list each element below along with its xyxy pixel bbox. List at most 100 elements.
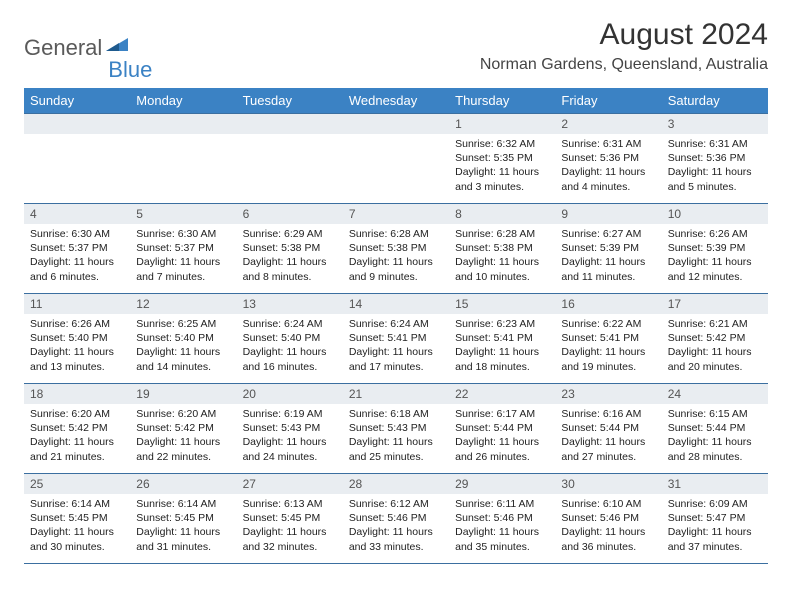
- day-number: 4: [24, 204, 130, 224]
- day-number: 6: [237, 204, 343, 224]
- day-number: 2: [555, 114, 661, 134]
- day-cell: 17Sunrise: 6:21 AMSunset: 5:42 PMDayligh…: [662, 294, 768, 384]
- day-details: Sunrise: 6:13 AMSunset: 5:45 PMDaylight:…: [237, 494, 343, 558]
- day-number: 18: [24, 384, 130, 404]
- day-cell: 12Sunrise: 6:25 AMSunset: 5:40 PMDayligh…: [130, 294, 236, 384]
- dayhead-saturday: Saturday: [662, 88, 768, 114]
- day-details: Sunrise: 6:20 AMSunset: 5:42 PMDaylight:…: [24, 404, 130, 468]
- day-cell: 11Sunrise: 6:26 AMSunset: 5:40 PMDayligh…: [24, 294, 130, 384]
- day-number: [130, 114, 236, 134]
- day-cell: 2Sunrise: 6:31 AMSunset: 5:36 PMDaylight…: [555, 114, 661, 204]
- day-cell: [24, 114, 130, 204]
- day-details: Sunrise: 6:26 AMSunset: 5:39 PMDaylight:…: [662, 224, 768, 288]
- day-details: Sunrise: 6:23 AMSunset: 5:41 PMDaylight:…: [449, 314, 555, 378]
- day-number: 17: [662, 294, 768, 314]
- day-details: Sunrise: 6:31 AMSunset: 5:36 PMDaylight:…: [555, 134, 661, 198]
- day-details: Sunrise: 6:30 AMSunset: 5:37 PMDaylight:…: [130, 224, 236, 288]
- day-number: 7: [343, 204, 449, 224]
- title-block: August 2024 Norman Gardens, Queensland, …: [480, 18, 768, 74]
- day-cell: 23Sunrise: 6:16 AMSunset: 5:44 PMDayligh…: [555, 384, 661, 474]
- day-details: Sunrise: 6:25 AMSunset: 5:40 PMDaylight:…: [130, 314, 236, 378]
- logo-text-blue: Blue: [108, 57, 152, 83]
- day-cell: [237, 114, 343, 204]
- dayhead-wednesday: Wednesday: [343, 88, 449, 114]
- day-number: 26: [130, 474, 236, 494]
- day-cell: 25Sunrise: 6:14 AMSunset: 5:45 PMDayligh…: [24, 474, 130, 564]
- day-details: Sunrise: 6:21 AMSunset: 5:42 PMDaylight:…: [662, 314, 768, 378]
- dayhead-friday: Friday: [555, 88, 661, 114]
- month-title: August 2024: [480, 18, 768, 52]
- week-row: 1Sunrise: 6:32 AMSunset: 5:35 PMDaylight…: [24, 114, 768, 204]
- day-number: 11: [24, 294, 130, 314]
- day-cell: 7Sunrise: 6:28 AMSunset: 5:38 PMDaylight…: [343, 204, 449, 294]
- location: Norman Gardens, Queensland, Australia: [480, 56, 768, 74]
- day-details: Sunrise: 6:26 AMSunset: 5:40 PMDaylight:…: [24, 314, 130, 378]
- day-cell: [343, 114, 449, 204]
- week-row: 18Sunrise: 6:20 AMSunset: 5:42 PMDayligh…: [24, 384, 768, 474]
- day-details: Sunrise: 6:14 AMSunset: 5:45 PMDaylight:…: [24, 494, 130, 558]
- header: General Blue August 2024 Norman Gardens,…: [24, 18, 768, 74]
- day-details: Sunrise: 6:17 AMSunset: 5:44 PMDaylight:…: [449, 404, 555, 468]
- week-row: 25Sunrise: 6:14 AMSunset: 5:45 PMDayligh…: [24, 474, 768, 564]
- day-cell: 29Sunrise: 6:11 AMSunset: 5:46 PMDayligh…: [449, 474, 555, 564]
- calendar-table: Sunday Monday Tuesday Wednesday Thursday…: [24, 88, 768, 564]
- day-number: 8: [449, 204, 555, 224]
- day-number: 24: [662, 384, 768, 404]
- day-cell: 28Sunrise: 6:12 AMSunset: 5:46 PMDayligh…: [343, 474, 449, 564]
- day-cell: 26Sunrise: 6:14 AMSunset: 5:45 PMDayligh…: [130, 474, 236, 564]
- day-number: 14: [343, 294, 449, 314]
- day-number: 5: [130, 204, 236, 224]
- day-cell: 24Sunrise: 6:15 AMSunset: 5:44 PMDayligh…: [662, 384, 768, 474]
- day-number: 28: [343, 474, 449, 494]
- day-number: 16: [555, 294, 661, 314]
- day-number: 23: [555, 384, 661, 404]
- day-cell: 20Sunrise: 6:19 AMSunset: 5:43 PMDayligh…: [237, 384, 343, 474]
- day-cell: 21Sunrise: 6:18 AMSunset: 5:43 PMDayligh…: [343, 384, 449, 474]
- day-number: [343, 114, 449, 134]
- day-cell: 5Sunrise: 6:30 AMSunset: 5:37 PMDaylight…: [130, 204, 236, 294]
- day-cell: 15Sunrise: 6:23 AMSunset: 5:41 PMDayligh…: [449, 294, 555, 384]
- day-number: 20: [237, 384, 343, 404]
- day-details: Sunrise: 6:30 AMSunset: 5:37 PMDaylight:…: [24, 224, 130, 288]
- day-cell: 19Sunrise: 6:20 AMSunset: 5:42 PMDayligh…: [130, 384, 236, 474]
- day-cell: 14Sunrise: 6:24 AMSunset: 5:41 PMDayligh…: [343, 294, 449, 384]
- day-details: Sunrise: 6:20 AMSunset: 5:42 PMDaylight:…: [130, 404, 236, 468]
- week-row: 11Sunrise: 6:26 AMSunset: 5:40 PMDayligh…: [24, 294, 768, 384]
- day-number: 22: [449, 384, 555, 404]
- day-number: [24, 114, 130, 134]
- day-details: Sunrise: 6:28 AMSunset: 5:38 PMDaylight:…: [449, 224, 555, 288]
- dayhead-monday: Monday: [130, 88, 236, 114]
- day-number: 3: [662, 114, 768, 134]
- day-cell: 27Sunrise: 6:13 AMSunset: 5:45 PMDayligh…: [237, 474, 343, 564]
- day-details: Sunrise: 6:29 AMSunset: 5:38 PMDaylight:…: [237, 224, 343, 288]
- day-details: Sunrise: 6:10 AMSunset: 5:46 PMDaylight:…: [555, 494, 661, 558]
- day-number: 25: [24, 474, 130, 494]
- day-details: Sunrise: 6:18 AMSunset: 5:43 PMDaylight:…: [343, 404, 449, 468]
- day-details: Sunrise: 6:31 AMSunset: 5:36 PMDaylight:…: [662, 134, 768, 198]
- day-details: Sunrise: 6:14 AMSunset: 5:45 PMDaylight:…: [130, 494, 236, 558]
- day-details: Sunrise: 6:12 AMSunset: 5:46 PMDaylight:…: [343, 494, 449, 558]
- day-cell: 4Sunrise: 6:30 AMSunset: 5:37 PMDaylight…: [24, 204, 130, 294]
- day-number: 9: [555, 204, 661, 224]
- day-cell: 10Sunrise: 6:26 AMSunset: 5:39 PMDayligh…: [662, 204, 768, 294]
- dayhead-tuesday: Tuesday: [237, 88, 343, 114]
- day-number: 30: [555, 474, 661, 494]
- day-cell: 8Sunrise: 6:28 AMSunset: 5:38 PMDaylight…: [449, 204, 555, 294]
- day-details: Sunrise: 6:24 AMSunset: 5:40 PMDaylight:…: [237, 314, 343, 378]
- calendar-body: 1Sunrise: 6:32 AMSunset: 5:35 PMDaylight…: [24, 114, 768, 564]
- day-header-row: Sunday Monday Tuesday Wednesday Thursday…: [24, 88, 768, 114]
- day-number: 19: [130, 384, 236, 404]
- day-cell: 13Sunrise: 6:24 AMSunset: 5:40 PMDayligh…: [237, 294, 343, 384]
- day-number: 10: [662, 204, 768, 224]
- day-cell: [130, 114, 236, 204]
- logo: General Blue: [24, 24, 152, 72]
- day-number: 13: [237, 294, 343, 314]
- day-cell: 1Sunrise: 6:32 AMSunset: 5:35 PMDaylight…: [449, 114, 555, 204]
- day-details: Sunrise: 6:24 AMSunset: 5:41 PMDaylight:…: [343, 314, 449, 378]
- day-number: 29: [449, 474, 555, 494]
- day-number: 15: [449, 294, 555, 314]
- day-details: Sunrise: 6:09 AMSunset: 5:47 PMDaylight:…: [662, 494, 768, 558]
- day-details: Sunrise: 6:11 AMSunset: 5:46 PMDaylight:…: [449, 494, 555, 558]
- day-cell: 18Sunrise: 6:20 AMSunset: 5:42 PMDayligh…: [24, 384, 130, 474]
- dayhead-thursday: Thursday: [449, 88, 555, 114]
